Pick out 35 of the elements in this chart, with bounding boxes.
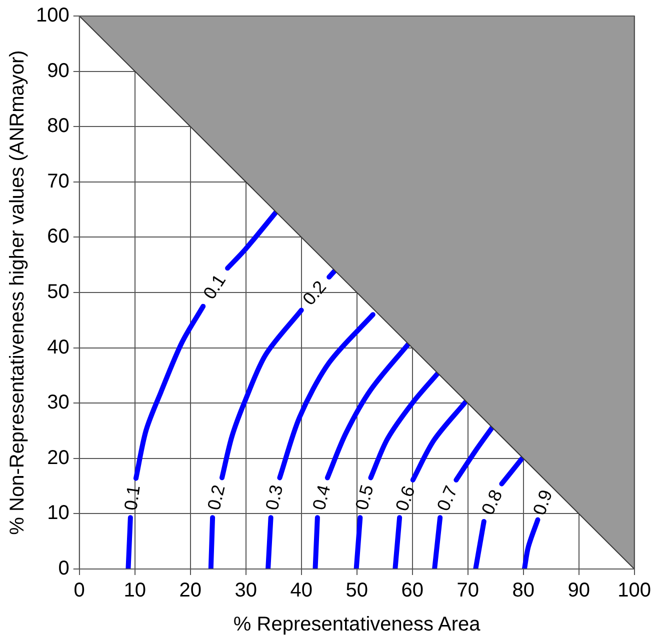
x-tick-label: 60 xyxy=(401,580,424,602)
y-tick-label: 50 xyxy=(47,281,70,304)
x-axis-title: % Representativeness Area xyxy=(233,614,482,636)
text: 0.1 xyxy=(199,270,230,303)
text: 0.5 xyxy=(352,482,378,512)
text: 0.2 xyxy=(298,276,330,309)
y-tick-label: 100 xyxy=(36,4,70,27)
y-tick-label: 80 xyxy=(47,115,70,138)
y-tick-label: 0 xyxy=(58,558,70,580)
y-tick-label: 70 xyxy=(47,170,70,192)
x-tick-label: 90 xyxy=(568,580,590,602)
x-tick-label: 30 xyxy=(234,580,257,602)
y-tick-label: 40 xyxy=(47,336,70,358)
x-tick-label: 0 xyxy=(74,580,85,602)
text: 0.2 xyxy=(204,482,229,512)
x-tick-label: 40 xyxy=(290,580,312,602)
text: 0.8 xyxy=(477,486,506,518)
y-tick-label: 30 xyxy=(47,392,70,414)
text: 0.7 xyxy=(433,482,462,514)
text: 0.1 xyxy=(120,484,144,512)
text: 0.6 xyxy=(392,483,419,514)
y-tick-label: 20 xyxy=(47,446,70,469)
text: 0.3 xyxy=(262,483,287,512)
text: 0.4 xyxy=(308,482,334,512)
x-tick-label: 10 xyxy=(124,580,146,602)
x-tick-label: 70 xyxy=(456,580,479,602)
y-tick-label: 90 xyxy=(47,60,70,82)
x-tick-label: 20 xyxy=(179,580,202,602)
x-tick-label: 100 xyxy=(618,580,652,602)
y-tick-label: 60 xyxy=(47,226,70,248)
y-tick-label: 10 xyxy=(47,502,70,524)
y-axis-title: % Non-Representativeness higher values (ANRmayor) xyxy=(6,50,29,535)
x-tick-label: 50 xyxy=(346,580,368,602)
x-tick-label: 80 xyxy=(512,580,534,602)
text: 0.9 xyxy=(529,487,556,518)
